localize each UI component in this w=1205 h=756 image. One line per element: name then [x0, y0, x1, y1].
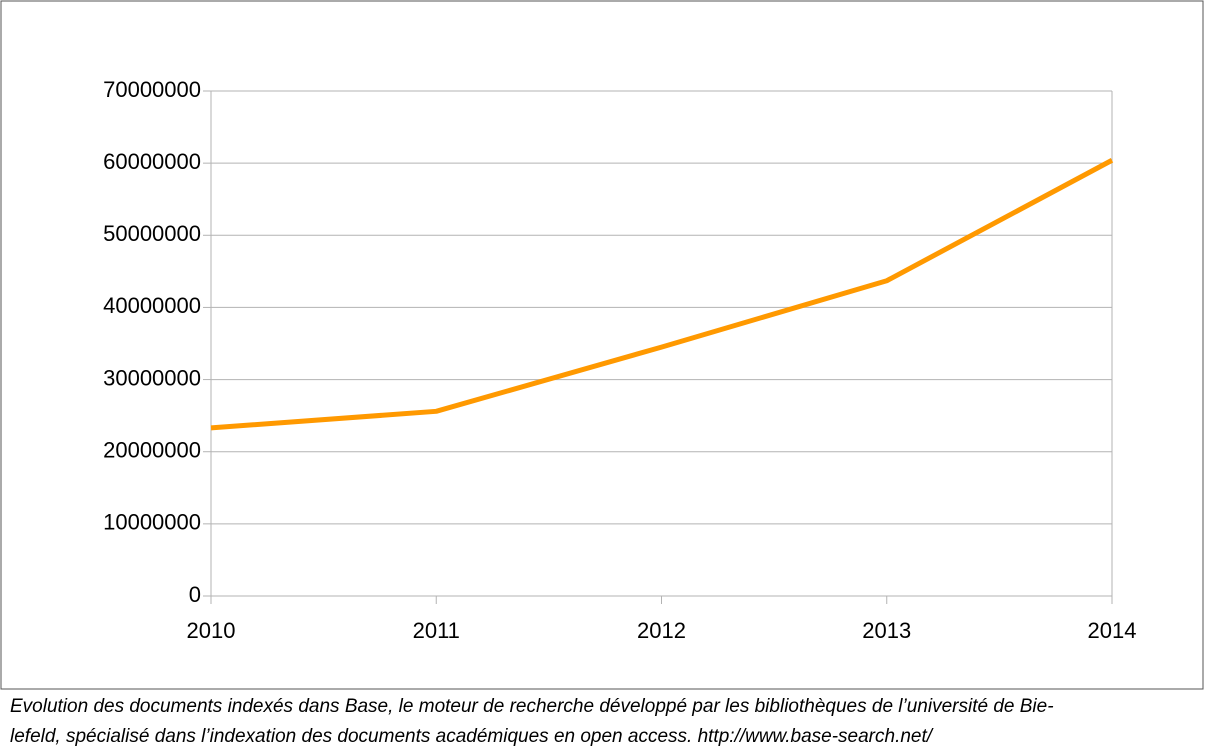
chart-border [0, 0, 1204, 690]
y-tick-label: 50000000 [103, 221, 201, 246]
y-tick-label: 60000000 [103, 149, 201, 174]
x-tick-label: 2012 [637, 618, 686, 643]
x-tick-label: 2014 [1088, 618, 1137, 643]
y-tick-label: 70000000 [103, 77, 201, 102]
y-tick-label: 0 [189, 582, 201, 607]
data-line [210, 158, 1114, 431]
caption-line: lefeld, spécialisé dans l’indexation des… [10, 726, 934, 747]
y-tick-label: 20000000 [103, 438, 201, 463]
y-tick-label: 30000000 [103, 365, 201, 390]
x-tick-label: 2013 [862, 618, 911, 643]
y-tick-label: 10000000 [103, 510, 201, 535]
x-tick-label: 2010 [187, 618, 236, 643]
caption-line: Evolution des documents indexés dans Bas… [10, 696, 1054, 717]
x-tick-label: 2011 [413, 618, 460, 643]
y-tick-label: 40000000 [103, 293, 201, 318]
